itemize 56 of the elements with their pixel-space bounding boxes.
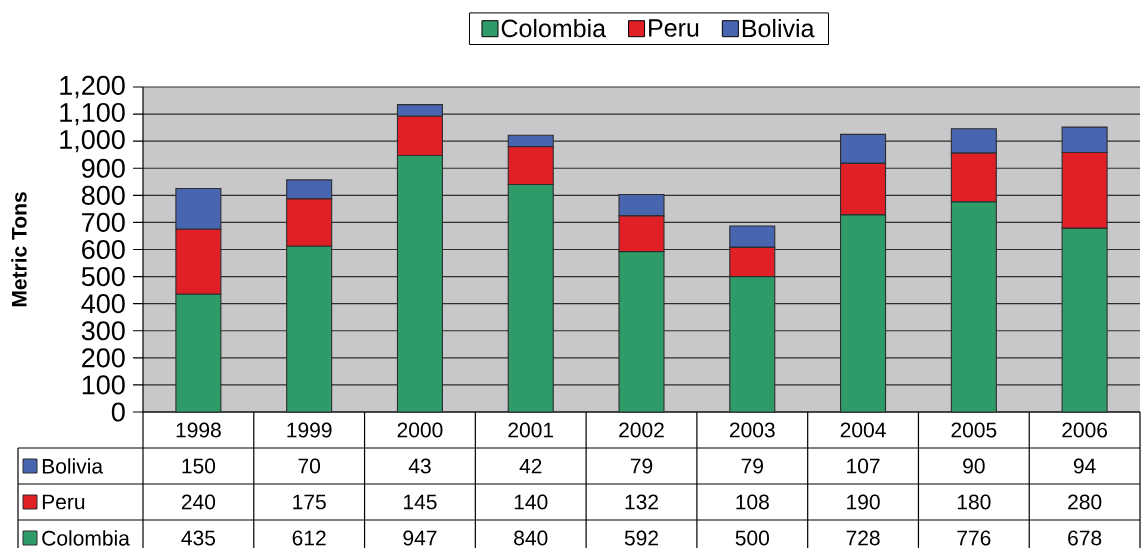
x-tick-label: 2006 xyxy=(1062,422,1108,438)
data-label: 728 xyxy=(846,530,880,546)
data-label: 776 xyxy=(957,530,991,546)
x-tick-label: 2000 xyxy=(397,422,443,438)
x-tick-label: 2003 xyxy=(729,422,775,438)
data-label: 678 xyxy=(1068,530,1102,546)
data-label: 180 xyxy=(957,494,991,510)
data-label: 43 xyxy=(408,458,431,474)
data-label: 500 xyxy=(735,530,769,546)
y-axis-title: Metric Tons xyxy=(11,192,27,307)
data-label: 107 xyxy=(847,458,880,474)
x-tick-label: 1998 xyxy=(176,422,221,438)
data-label: 70 xyxy=(298,458,321,474)
data-label: 190 xyxy=(847,494,880,510)
y-tick-label: 800 xyxy=(81,185,125,205)
data-label: 947 xyxy=(403,530,437,546)
data-label: 145 xyxy=(404,494,437,510)
y-tick-label: 1,200 xyxy=(60,75,125,99)
x-tick-label: 2004 xyxy=(840,422,886,438)
data-label: 108 xyxy=(736,494,769,510)
data-label: 90 xyxy=(963,458,985,474)
data-label: 42 xyxy=(519,458,542,474)
data-label: 840 xyxy=(514,530,548,546)
y-tick-label: 700 xyxy=(82,212,125,232)
y-tick-label: 1,100 xyxy=(60,102,125,126)
y-tick-label: 1,000 xyxy=(60,130,125,153)
data-label: 79 xyxy=(741,458,763,474)
y-tick-label: 500 xyxy=(81,267,125,287)
y-tick-label: 300 xyxy=(81,321,125,341)
y-tick-label: 100 xyxy=(82,375,125,395)
data-label: 140 xyxy=(514,494,548,510)
data-label: 132 xyxy=(625,494,658,510)
data-label: 175 xyxy=(293,494,326,510)
y-tick-label: 400 xyxy=(81,294,125,314)
data-label: 79 xyxy=(630,458,653,474)
data-label: 280 xyxy=(1068,494,1102,510)
data-label: 435 xyxy=(181,530,216,546)
data-label: 612 xyxy=(292,530,326,546)
text: Colombia xyxy=(42,530,130,546)
data-label: 240 xyxy=(181,494,216,510)
text: Peru xyxy=(42,494,85,510)
legend-label: Peru xyxy=(649,19,699,37)
data-label: 592 xyxy=(624,530,658,546)
data-label: 150 xyxy=(182,458,216,474)
x-tick-label: 2001 xyxy=(508,422,554,438)
data-label: 94 xyxy=(1073,458,1096,474)
y-tick-label: 0 xyxy=(111,402,125,422)
y-tick-label: 900 xyxy=(82,158,125,178)
legend-label: Colombia xyxy=(501,18,607,38)
legend-label: Bolivia xyxy=(742,18,815,38)
x-tick-label: 2002 xyxy=(619,422,664,438)
y-tick-label: 200 xyxy=(82,348,125,368)
x-tick-label: 2005 xyxy=(951,422,997,438)
x-tick-label: 1999 xyxy=(287,422,332,438)
y-tick-label: 600 xyxy=(82,239,125,260)
text: Bolivia xyxy=(42,458,104,474)
